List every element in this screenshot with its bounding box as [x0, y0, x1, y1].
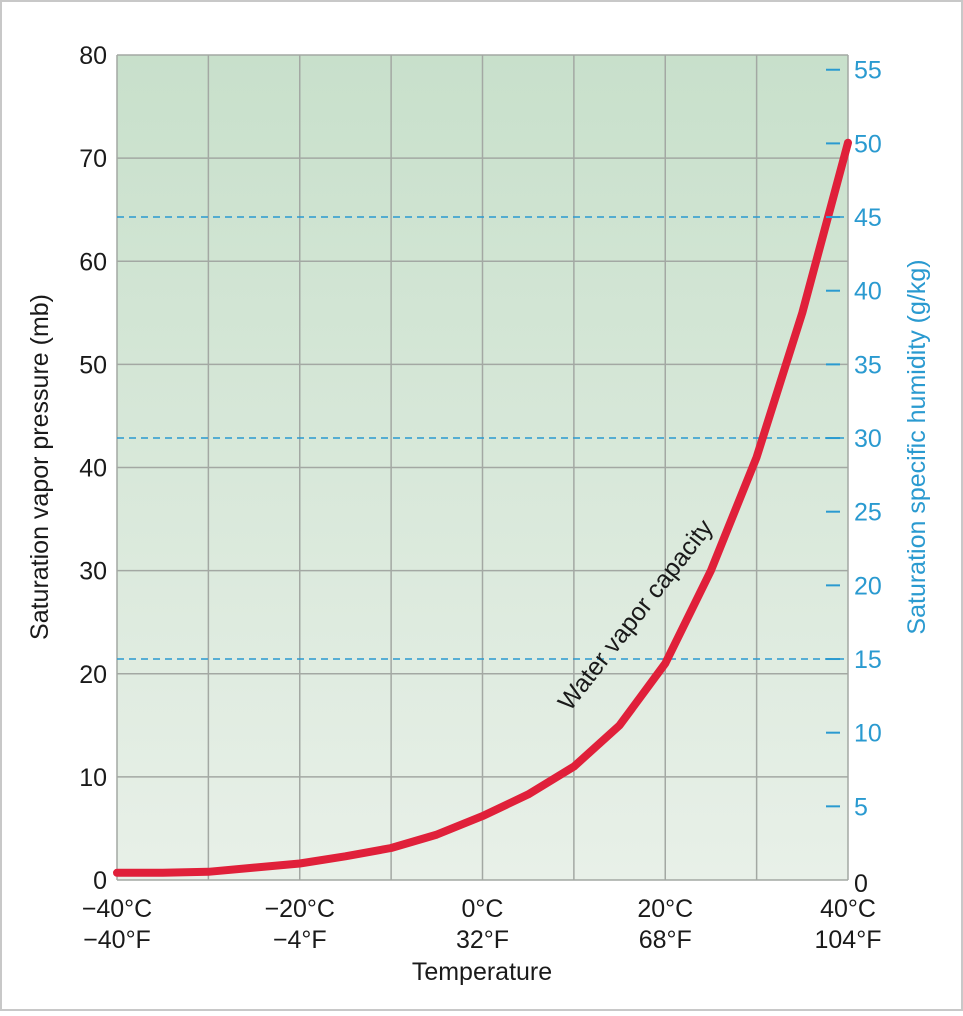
y-tick-label: 30 — [79, 558, 107, 586]
y2-tick-label: 25 — [854, 499, 882, 527]
y2-tick-label: 45 — [854, 204, 882, 232]
y-tick-label: 40 — [79, 455, 107, 483]
y2-tick-label: 40 — [854, 278, 882, 306]
x-tick-label-f: 32°F — [456, 926, 509, 954]
x-tick-label-f: 104°F — [815, 926, 882, 954]
y-tick-label: 10 — [79, 764, 107, 792]
y-tick-label: 80 — [79, 42, 107, 70]
x-tick-label: 40°C — [820, 895, 876, 923]
y-tick-label: 60 — [79, 248, 107, 276]
x-axis-label: Temperature — [412, 958, 552, 986]
y2-tick-label: 5 — [854, 793, 868, 821]
y2-tick-label: 30 — [854, 425, 882, 453]
y-tick-label: 50 — [79, 351, 107, 379]
x-tick-label-f: −40°F — [83, 926, 151, 954]
x-tick-label: 20°C — [637, 895, 693, 923]
y2-tick-label: 20 — [854, 572, 882, 600]
y2-tick-label: 35 — [854, 351, 882, 379]
y2-tick-label: 10 — [854, 720, 882, 748]
line — [113, 138, 852, 877]
y-axis-label: Saturation vapor pressure (mb) — [26, 294, 54, 640]
y2-tick-label: 50 — [854, 130, 882, 158]
x-tick-label: 0°C — [462, 895, 504, 923]
x-tick-label: −40°C — [82, 895, 152, 923]
y-tick-label: 20 — [79, 661, 107, 689]
y2-tick-label: 55 — [854, 57, 882, 85]
y2-tick-label: 15 — [854, 646, 882, 674]
x-tick-label: −20°C — [265, 895, 335, 923]
y-tick-label: 70 — [79, 145, 107, 173]
x-tick-label-f: 68°F — [639, 926, 692, 954]
y-tick-label: 0 — [93, 867, 107, 895]
y2-tick-label: 0 — [854, 870, 868, 898]
y2-axis-label: Saturation specific humidity (g/kg) — [903, 259, 931, 634]
x-tick-label-f: −4°F — [273, 926, 327, 954]
